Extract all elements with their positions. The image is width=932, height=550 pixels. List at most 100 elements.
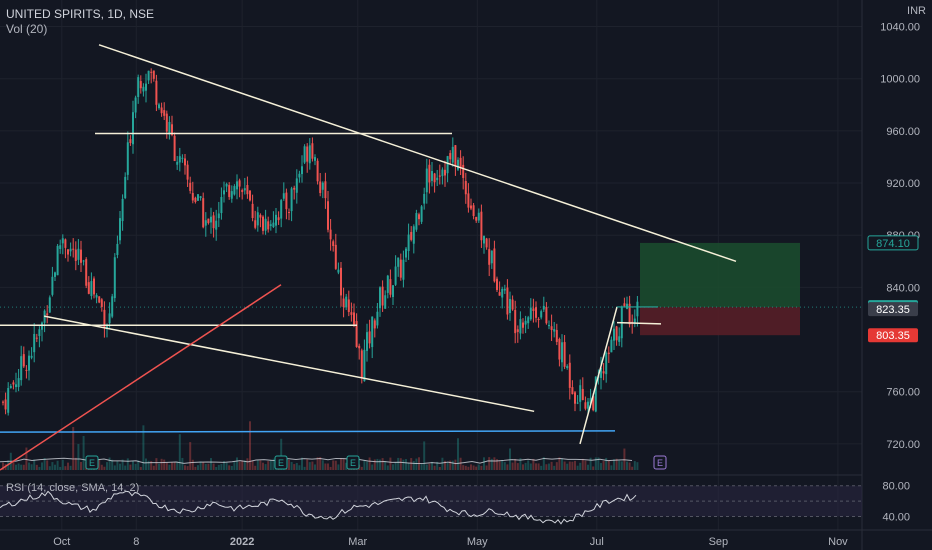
volume-bar [610,465,613,470]
symbol-title[interactable]: UNITED SPIRITS, 1D, NSE [6,7,155,21]
rsi-axis: 80.00 40.00 [882,481,910,524]
candle-body [480,211,483,241]
candle-body [189,182,192,191]
candle-body [431,171,433,181]
volume-bar [220,464,223,470]
candle-body [124,176,127,199]
candle-body [511,299,514,310]
candle-body [555,330,558,342]
candle-body [579,385,582,402]
volume-bar [100,464,103,470]
time-tick-label: Oct [53,536,70,548]
candle-body [392,285,394,298]
earnings-marker[interactable]: E [274,455,288,470]
volume-bar [61,459,64,470]
volume-bar [178,434,181,470]
candle-body [412,226,415,244]
volume-bar [134,463,137,470]
volume-bar [111,459,114,470]
candle-body [633,318,636,324]
volume-bar [366,461,368,470]
volume-bar [410,458,413,470]
volume-bar [324,463,327,470]
volume-bar [490,458,493,470]
candle-body [366,332,368,351]
candle-body [82,260,85,262]
volume-bar [280,438,283,470]
candle-body [295,178,298,193]
candle-body [615,326,618,341]
volume-bar [306,459,309,470]
volume-bar [225,462,228,470]
breakout-trendline [579,306,618,445]
volume-bar [360,466,363,470]
volume-bar [373,459,376,470]
candle-body [4,399,7,410]
candle-body [493,248,496,282]
volume-bar [17,463,20,470]
candle-body [516,329,519,332]
volume-bar [38,466,41,470]
volume-bar [12,461,15,470]
volume-bar [124,465,127,470]
candle-body [212,215,215,229]
candle-body [186,164,189,180]
volume-bar [267,461,270,470]
time-axis[interactable]: Oct 8 2022 Mar May Jul Sep Nov [53,536,848,548]
volume-bar [594,457,597,470]
volume-bar [168,464,171,470]
volume-bar [165,462,168,470]
volume-bar [332,460,335,470]
candle-body [113,257,116,299]
volume-bar [189,442,192,470]
candle-body [223,190,225,195]
volume-bar [485,465,488,470]
volume-ma-line [0,457,633,465]
candle-body [290,188,293,212]
candle-body [459,157,462,169]
volume-bar [613,459,615,470]
volume-bar [405,459,407,470]
volume-bar [2,462,4,470]
candle-body [12,382,15,385]
volume-label[interactable]: Vol (20) [6,22,48,36]
candle-body [509,298,511,314]
rsi-tick-label: 40.00 [882,511,910,523]
candle-body [360,350,363,378]
volume-bar [542,457,545,470]
candle-body [77,248,80,260]
candle-body [584,402,587,409]
volume-bar [626,461,628,470]
volume-bar [503,462,506,470]
candle-body [85,259,88,286]
volume-bar [327,463,329,470]
candle-body [444,169,446,176]
earnings-marker[interactable]: E [85,455,99,470]
volume-bar [558,457,561,470]
candle-body [379,287,381,309]
volume-bar [563,461,566,470]
volume-bar [623,448,626,470]
volume-bar [171,462,173,470]
candle-body [277,217,280,221]
volume-bar [620,461,623,470]
candle-body [532,308,535,311]
volume-bar [477,464,480,470]
candle-body [262,216,264,231]
earnings-marker[interactable]: E [346,455,360,470]
candle-body [420,206,423,222]
drawings-layer[interactable] [0,44,737,471]
candle-body [194,197,197,202]
candle-body [589,398,592,404]
candle-body [17,378,20,388]
price-tag-label: 803.35 [876,330,910,342]
candle-body [311,143,314,159]
candle-body [275,214,277,226]
rsi-label[interactable]: RSI (14, close, SMA, 14, 2) [6,482,140,494]
volume-bar [51,462,54,470]
candle-body [204,220,207,226]
earnings-marker[interactable]: E [653,455,667,470]
volume-bar [475,466,478,470]
